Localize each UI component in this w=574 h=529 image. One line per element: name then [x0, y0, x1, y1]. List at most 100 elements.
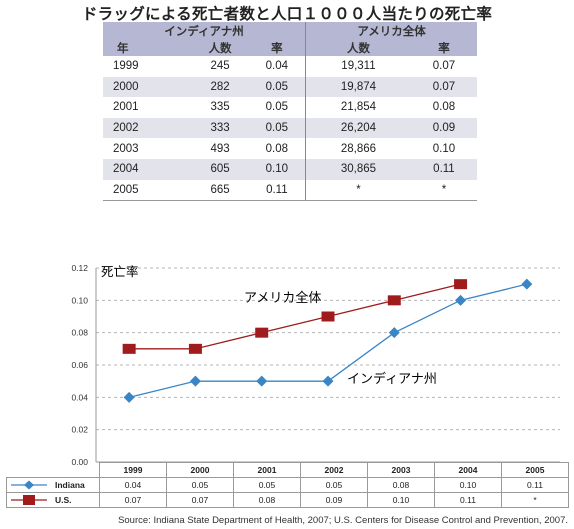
cell-indiana-people: 282 [191, 76, 249, 98]
legend-us-label: U.S. [55, 495, 72, 505]
chart-data-table: 1999 2000 2001 2002 2003 2004 2005 Indiana 0.0… [6, 462, 569, 508]
table-row: 2000 282 0.05 19,874 0.07 [103, 76, 477, 98]
series-layer [122, 278, 533, 403]
indiana-data-label: 0.11 [501, 477, 569, 493]
x-tick-label: 1999 [99, 462, 167, 478]
cell-indiana-rate: 0.05 [248, 76, 307, 98]
cell-year: 2003 [113, 142, 139, 155]
cell-us-people: 19,311 [341, 60, 376, 73]
indiana-series-annotation: インディアナ州 [347, 371, 437, 387]
us-series-annotation: アメリカ全体 [244, 290, 321, 306]
cell-us-people: 30,865 [305, 158, 411, 180]
col-people-us-header: 人数 [305, 39, 411, 56]
cell-us-rate: 0.07 [410, 76, 477, 98]
cell-us-rate: * [410, 179, 477, 202]
cell-us-rate: 0.09 [410, 117, 477, 139]
legend-indiana: Indiana [6, 477, 100, 493]
x-tick-label: 2001 [233, 462, 301, 478]
group-us-header: アメリカ全体 [305, 22, 477, 39]
chart-axes [95, 268, 560, 463]
cell-indiana-people: 605 [191, 158, 249, 180]
y-tick-label: 0.04 [71, 392, 88, 402]
chart-data-table-corner [6, 462, 100, 478]
y-tick-label: 0.06 [71, 360, 88, 370]
cell-us-people: 26,204 [305, 117, 411, 139]
y-tick-label: 0.02 [71, 425, 88, 435]
table-row: 1999 245 0.04 19,311 0.07 [103, 56, 477, 77]
table-group-header: インディアナ州 アメリカ全体 [103, 22, 477, 39]
x-tick-label: 2004 [434, 462, 502, 478]
cell-year: 2002 [103, 117, 192, 139]
cell-indiana-rate: 0.04 [248, 56, 307, 77]
us-data-label: 0.11 [434, 492, 502, 508]
table-row: 2005 665 0.11 * * [103, 179, 477, 202]
cell-indiana-people: 245 [210, 60, 230, 73]
table-row: 2001 335 0.05 21,854 0.08 [103, 97, 477, 118]
cell-indiana-rate: 0.05 [248, 117, 307, 139]
legend-indiana-marker [11, 480, 47, 490]
table-title: ドラッグによる死亡者数と人口１０００人当たりの死亡率 [81, 5, 493, 23]
col-rate-us-header: 率 [410, 39, 477, 56]
indiana-data-label: 0.05 [166, 477, 234, 493]
cell-indiana-people: 493 [210, 142, 230, 155]
indiana-data-label: 0.04 [99, 477, 167, 493]
indiana-point [322, 375, 334, 387]
cell-indiana-rate: 0.10 [248, 158, 307, 180]
us-data-label: 0.09 [300, 492, 368, 508]
cell-us-rate: 0.11 [410, 158, 477, 180]
indiana-point [521, 278, 533, 290]
x-tick-label: 2003 [367, 462, 435, 478]
legend-us-marker [11, 495, 47, 505]
us-point [454, 279, 468, 290]
cell-indiana-people: 333 [191, 117, 249, 139]
cell-year: 2005 [103, 179, 192, 202]
cell-year: 2004 [103, 158, 192, 180]
y-tick-label: 0.08 [71, 328, 88, 338]
us-point [122, 343, 136, 354]
deaths-table: インディアナ州 アメリカ全体 年 人数 率 人数 率 1999 245 0.04 19… [103, 22, 477, 202]
table-row: 2002 333 0.05 26,204 0.09 [103, 117, 477, 139]
chart-data-table-header: 1999 2000 2001 2002 2003 2004 2005 [6, 462, 569, 478]
us-point [255, 327, 269, 338]
us-data-label: 0.10 [367, 492, 435, 508]
indiana-point [256, 375, 268, 387]
indiana-point [123, 391, 135, 403]
indiana-data-label: 0.05 [300, 477, 368, 493]
col-year-header: 年 [103, 39, 192, 56]
y-tick-label: 0.10 [71, 295, 88, 305]
cell-us-people: * [305, 179, 411, 202]
cell-us-people: 21,854 [340, 101, 377, 114]
table-row: 2004 605 0.10 30,865 0.11 [103, 158, 477, 180]
cell-year: 2000 [103, 76, 192, 98]
us-data-label: * [501, 492, 569, 508]
col-people-indiana-header: 人数 [191, 39, 249, 56]
group-indiana-header: インディアナ州 [103, 22, 307, 39]
cell-us-people: 19,874 [305, 76, 411, 98]
indiana-data-label: 0.05 [233, 477, 301, 493]
y-tick-labels: 0.00 0.02 0.04 0.06 0.08 0.10 0.12 [71, 263, 88, 467]
cell-year: 2001 [113, 101, 139, 114]
cell-us-rate: 0.08 [432, 101, 456, 114]
cell-indiana-people: 335 [210, 101, 230, 114]
cell-year: 1999 [113, 60, 139, 73]
us-point [387, 295, 401, 306]
indiana-data-label: 0.10 [434, 477, 502, 493]
cell-us-rate: 0.10 [432, 142, 456, 155]
us-data-label: 0.07 [166, 492, 234, 508]
x-tick-label: 2000 [166, 462, 234, 478]
indiana-point [455, 294, 467, 306]
y-tick-label: 0.00 [71, 457, 88, 467]
table-row: 2003 493 0.08 28,866 0.10 [103, 138, 477, 159]
us-data-label: 0.08 [233, 492, 301, 508]
us-data-label: 0.07 [99, 492, 167, 508]
x-tick-label: 2005 [501, 462, 569, 478]
table-body: 1999 245 0.04 19,311 0.07 2000 282 0.05 19,874 0.… [103, 56, 477, 202]
x-tick-label: 2002 [300, 462, 368, 478]
chart-data-row-indiana: Indiana 0.04 0.05 0.05 0.05 0.08 0.10 0.11 [6, 477, 569, 493]
legend-indiana-label: Indiana [55, 480, 85, 490]
cell-indiana-people: 665 [191, 179, 249, 202]
cell-indiana-rate: 0.08 [248, 138, 307, 159]
cell-us-people: 28,866 [340, 142, 377, 155]
col-rate-indiana-header: 率 [248, 39, 307, 56]
